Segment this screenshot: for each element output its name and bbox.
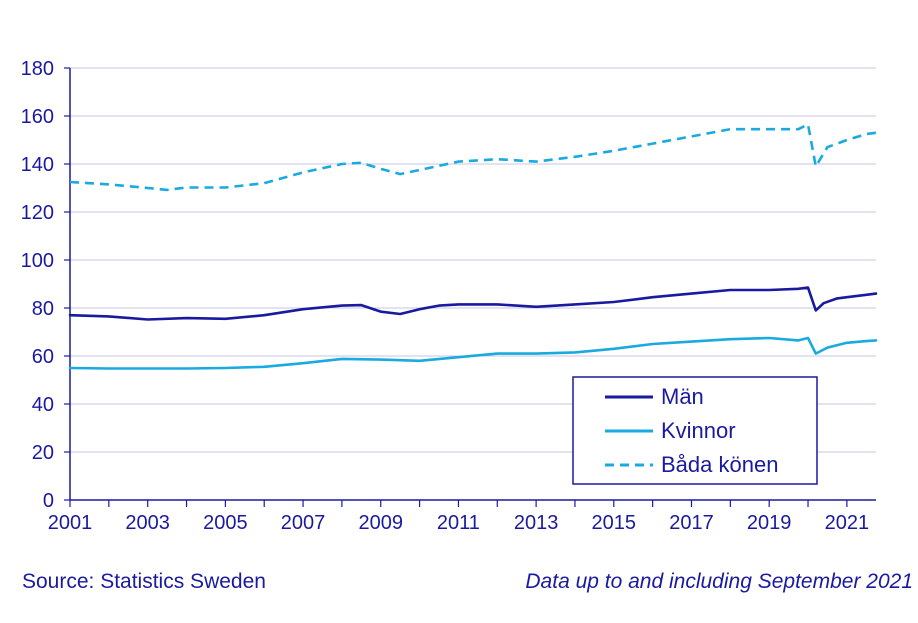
- x-tick-label-2009: 2009: [358, 512, 403, 534]
- legend: Män Kvinnor Båda könen: [572, 376, 818, 485]
- x-tick-label-2015: 2015: [592, 512, 637, 534]
- x-tick-label-2013: 2013: [514, 512, 559, 534]
- x-tick-label-2021: 2021: [825, 512, 870, 534]
- x-tick-label-2019: 2019: [747, 512, 792, 534]
- series-line-bada-konen: [69, 123, 877, 192]
- y-tick-label-100: 100: [21, 250, 54, 272]
- legend-label-man: Män: [661, 384, 704, 409]
- axes: [64, 67, 876, 507]
- y-tick-label-0: 0: [43, 490, 54, 512]
- y-tick-label-80: 80: [32, 298, 54, 320]
- y-tick-label-180: 180: [21, 58, 54, 80]
- x-tick-label-2007: 2007: [281, 512, 326, 534]
- data-note: Data up to and including September 2021: [525, 570, 913, 593]
- y-tick-label-60: 60: [32, 346, 54, 368]
- legend-label-bada-konen: Båda könen: [661, 452, 778, 477]
- legend-label-kvinnor: Kvinnor: [661, 418, 736, 443]
- grid-lines: [70, 67, 876, 453]
- series-line-kvinnor: [68, 336, 878, 370]
- x-tick-label-2001: 2001: [48, 512, 93, 534]
- series-line-man: [68, 286, 878, 321]
- x-axis-tick-labels: 2001 2003 2005 2007 2009 2011 2013 2015 2017 2019…: [48, 512, 869, 534]
- x-tick-label-2017: 2017: [669, 512, 714, 534]
- source-note: Source: Statistics Sweden: [22, 570, 266, 593]
- x-tick-label-2005: 2005: [203, 512, 248, 534]
- y-tick-label-40: 40: [32, 394, 54, 416]
- x-tick-label-2011: 2011: [437, 512, 480, 534]
- y-tick-label-140: 140: [21, 154, 54, 176]
- y-tick-label-20: 20: [32, 442, 54, 464]
- y-axis-tick-labels: 0 20 40 60 80 100 120 140 160 180: [21, 58, 54, 512]
- y-tick-label-120: 120: [21, 202, 54, 224]
- y-tick-label-160: 160: [21, 106, 54, 128]
- series-lines: [68, 123, 878, 370]
- x-tick-label-2003: 2003: [125, 512, 170, 534]
